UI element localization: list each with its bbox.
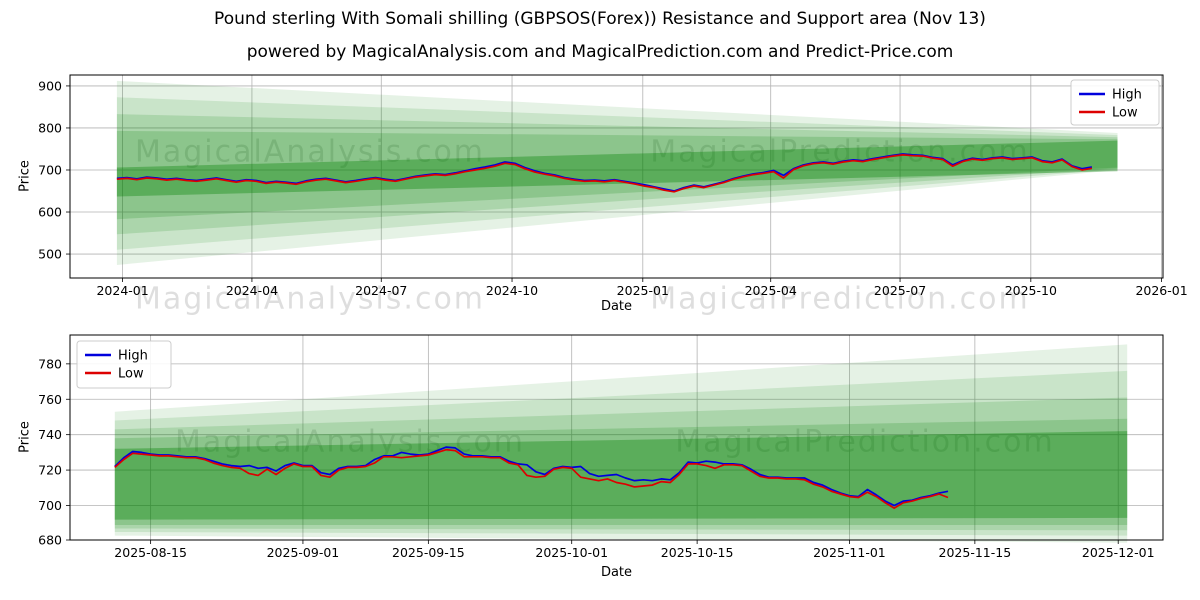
top-chart-gridlines: [70, 75, 1163, 278]
svg-text:2024-10: 2024-10: [486, 283, 538, 298]
top-chart-legend: High Low: [1070, 79, 1160, 126]
svg-text:600: 600: [38, 205, 62, 220]
watermark-layer: MagicalAnalysis.com MagicalPrediction.com…: [135, 135, 1055, 460]
svg-text:780: 780: [38, 356, 62, 371]
top-chart: 2024-01 2024-04 2024-07 2024-10 2025-01 2025-…: [38, 74, 1188, 298]
svg-text:2024-01: 2024-01: [96, 283, 148, 298]
bottom-chart-high-line: [114, 446, 949, 507]
top-chart-legend-label-high: High: [1112, 88, 1142, 103]
watermark-text: MagicalPrediction.com: [650, 282, 1030, 317]
svg-text:2025-04: 2025-04: [745, 283, 797, 298]
svg-text:720: 720: [38, 463, 62, 478]
watermark-text: MagicalAnalysis.com: [135, 135, 485, 170]
svg-text:2025-11-01: 2025-11-01: [813, 545, 886, 560]
svg-text:760: 760: [38, 392, 62, 407]
bottom-chart: 2025-08-15 2025-09-01 2025-09-15 2025-10-01…: [38, 334, 1164, 560]
bottom-chart-low-line: [114, 448, 949, 509]
bottom-chart-legend-label-high: High: [118, 349, 148, 364]
svg-text:2025-10-15: 2025-10-15: [661, 545, 734, 560]
svg-text:2025-07: 2025-07: [874, 283, 926, 298]
top-chart-tick-labels: 2024-01 2024-04 2024-07 2024-10 2025-01 2025-…: [38, 78, 1188, 298]
figure-subtitle: powered by MagicalAnalysis.com and Magic…: [246, 42, 954, 62]
top-chart-legend-label-low: Low: [1112, 106, 1138, 121]
svg-text:740: 740: [38, 427, 62, 442]
svg-text:2025-12-01: 2025-12-01: [1082, 545, 1155, 560]
svg-text:680: 680: [38, 533, 62, 548]
svg-text:500: 500: [38, 247, 62, 262]
top-chart-low-line: [116, 154, 1093, 193]
svg-text:2024-04: 2024-04: [226, 283, 278, 298]
svg-text:2025-10-01: 2025-10-01: [535, 545, 608, 560]
bottom-chart-xlabel: Date: [600, 565, 633, 580]
svg-text:2025-08-15: 2025-08-15: [114, 545, 187, 560]
svg-text:2025-09-15: 2025-09-15: [392, 545, 465, 560]
bottom-chart-ylabel: Price: [17, 421, 33, 453]
svg-text:700: 700: [38, 162, 62, 177]
bottom-chart-legend: High Low: [76, 340, 172, 389]
figure-title: Pound sterling With Somali shilling (GBP…: [214, 9, 986, 29]
svg-text:2026-01: 2026-01: [1135, 283, 1187, 298]
watermark-text: MagicalPrediction.com: [675, 425, 1055, 460]
top-chart-xlabel: Date: [600, 299, 633, 314]
svg-text:2025-01: 2025-01: [617, 283, 669, 298]
svg-text:2025-09-01: 2025-09-01: [267, 545, 340, 560]
svg-text:2024-07: 2024-07: [355, 283, 407, 298]
svg-text:2025-10: 2025-10: [1005, 283, 1057, 298]
bottom-chart-bands: [114, 344, 1128, 543]
top-chart-bands: [116, 80, 1118, 266]
bottom-chart-tick-labels: 2025-08-15 2025-09-01 2025-09-15 2025-10-01…: [38, 356, 1154, 560]
svg-text:800: 800: [38, 120, 62, 135]
watermark-text: MagicalAnalysis.com: [135, 282, 485, 317]
bottom-chart-legend-label-low: Low: [118, 367, 144, 382]
svg-text:2025-11-15: 2025-11-15: [939, 545, 1012, 560]
svg-text:700: 700: [38, 498, 62, 513]
top-chart-ylabel: Price: [17, 160, 33, 192]
svg-text:900: 900: [38, 78, 62, 93]
